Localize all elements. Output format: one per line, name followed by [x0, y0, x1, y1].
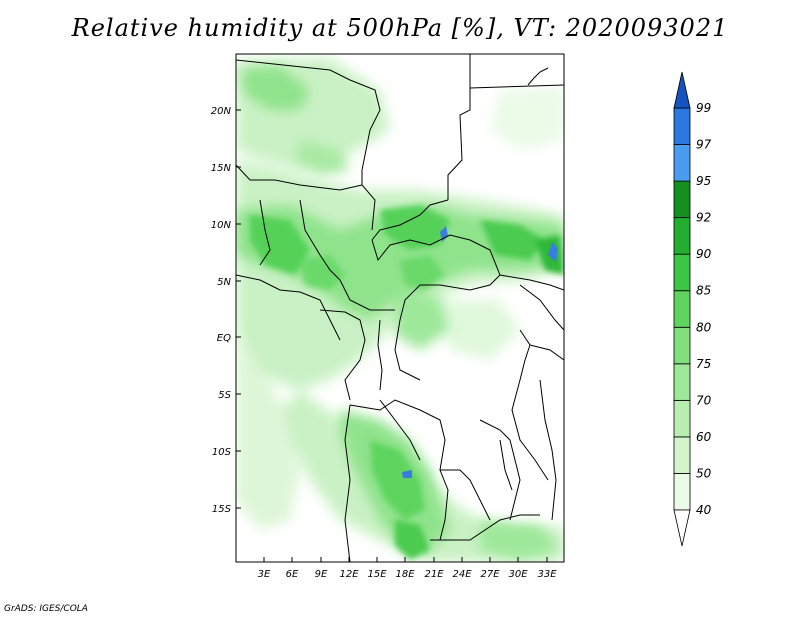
lon-tick-label: 33E — [537, 569, 557, 580]
lon-tick-label: 12E — [339, 569, 359, 580]
lat-tick-label: 20N — [211, 106, 232, 117]
lon-tick-label: 30E — [508, 569, 528, 580]
lon-tick-label: 21E — [424, 569, 444, 580]
humidity-field — [236, 54, 564, 562]
colorbar: 40 50 60 70 75 80 85 90 92 95 97 99 — [673, 71, 712, 547]
colorbar-label: 97 — [696, 138, 712, 152]
colorbar-label: 75 — [696, 357, 711, 371]
lon-axis: 3E 6E 9E 12E 15E 18E 21E 24E 27E 30E 33E — [258, 557, 557, 580]
lat-tick-label: 5N — [217, 277, 231, 288]
colorbar-segment — [673, 290, 691, 328]
lat-axis: 20N 15N 10N 5N EQ 5S 10S 15S — [211, 106, 241, 515]
colorbar-label: 95 — [696, 174, 711, 188]
colorbar-label: 50 — [696, 466, 712, 480]
lon-tick-label: 9E — [315, 569, 328, 580]
colorbar-segment — [673, 180, 691, 219]
lon-tick-label: 6E — [286, 569, 299, 580]
colorbar-label: 80 — [696, 320, 712, 334]
colorbar-lower-arrow — [673, 509, 691, 547]
lat-tick-label: 15S — [212, 504, 232, 515]
colorbar-upper-arrow — [673, 71, 691, 109]
lon-tick-label: 18E — [395, 569, 415, 580]
colorbar-label: 70 — [696, 393, 712, 407]
lon-tick-label: 24E — [452, 569, 472, 580]
lat-tick-label: EQ — [217, 333, 231, 344]
colorbar-label: 85 — [696, 284, 711, 298]
colorbar-segment — [673, 436, 691, 474]
colorbar-segment — [673, 326, 691, 365]
lat-tick-label: 10S — [212, 447, 232, 458]
colorbar-label: 40 — [696, 503, 712, 517]
grads-credit: GrADS: IGES/COLA — [4, 604, 88, 614]
lon-tick-label: 3E — [258, 569, 271, 580]
map-title: Relative humidity at 500hPa [%], VT: 202… — [71, 14, 729, 42]
lat-tick-label: 10N — [211, 220, 232, 231]
colorbar-label: 60 — [696, 430, 712, 444]
colorbar-label: 99 — [696, 101, 711, 115]
plot-frame — [235, 53, 565, 563]
colorbar-segment — [673, 144, 691, 182]
lon-tick-label: 15E — [367, 569, 387, 580]
colorbar-segment — [673, 253, 691, 292]
lat-tick-label: 15N — [211, 163, 232, 174]
colorbar-segment — [673, 399, 691, 438]
colorbar-label: 90 — [696, 247, 712, 261]
colorbar-label: 92 — [696, 211, 711, 225]
colorbar-segment — [673, 107, 691, 145]
colorbar-segment — [673, 363, 691, 401]
colorbar-segment — [673, 217, 691, 255]
country-borders — [236, 54, 564, 562]
lon-tick-label: 27E — [480, 569, 500, 580]
colorbar-segment — [673, 473, 691, 511]
lat-tick-label: 5S — [218, 390, 231, 401]
